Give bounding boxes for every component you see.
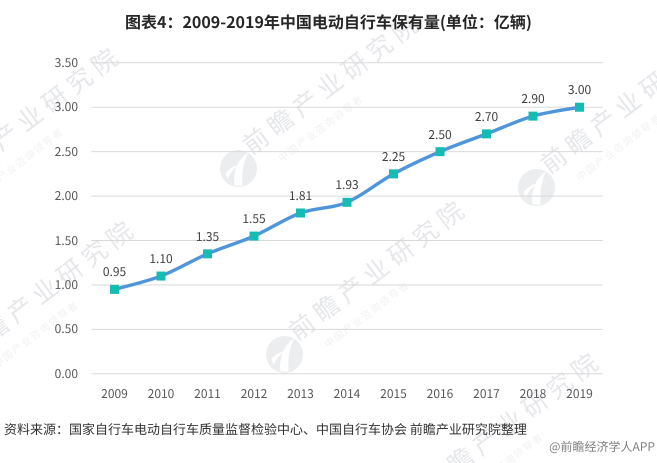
data-point-value-label: 2.25	[381, 147, 406, 165]
watermark-logo	[265, 335, 303, 373]
x-axis-tick-label: 2017	[473, 384, 500, 402]
x-axis-tick-label: 2016	[426, 384, 454, 402]
data-point-marker	[435, 147, 445, 157]
y-axis-tick-label: 1.50	[54, 231, 78, 249]
x-axis-tick-label: 2012	[240, 384, 268, 402]
credit-watermark: @前瞻经济学人APP	[549, 438, 655, 455]
data-point-marker	[249, 231, 259, 241]
data-point-marker	[296, 208, 305, 218]
y-axis-tick-label: 3.50	[54, 53, 78, 71]
qianzhan-phoenix-circle-icon	[219, 149, 257, 187]
data-point-marker	[528, 111, 538, 121]
y-axis-tick-label: 0.00	[54, 364, 78, 382]
data-point-value-label: 2.70	[474, 107, 499, 125]
data-point-marker	[203, 249, 212, 259]
data-point-marker	[342, 197, 352, 207]
data-point-marker	[575, 102, 584, 112]
x-axis-tick-label: 2011	[194, 384, 221, 402]
data-point-marker	[110, 284, 119, 294]
qianzhan-phoenix-circle-icon	[265, 335, 303, 373]
chart-title: 图表4：2009-2019年中国电动自行车保有量(单位：亿辆)	[125, 9, 532, 33]
data-point-marker	[389, 169, 398, 179]
data-point-value-label: 1.10	[149, 250, 173, 268]
data-point-value-label: 1.55	[242, 210, 266, 228]
data-point-value-label: 1.81	[288, 186, 313, 204]
y-axis-tick-label: 2.50	[54, 142, 78, 160]
data-point-value-label: 0.95	[102, 263, 127, 281]
data-point-value-label: 1.35	[195, 227, 220, 245]
source-note: 资料来源：国家自行车电动自行车质量监督检验中心、中国自行车协会 前瞻产业研究院整…	[4, 419, 527, 438]
data-point-value-label: 1.93	[335, 176, 359, 194]
y-axis-tick-label: 1.00	[54, 275, 78, 293]
watermark-logo	[219, 149, 257, 187]
x-axis-tick-label: 2013	[287, 384, 314, 402]
data-point-value-label: 2.50	[428, 125, 452, 143]
x-axis-tick-label: 2018	[519, 384, 547, 402]
data-point-value-label: 3.00	[567, 81, 592, 99]
y-axis-tick-label: 3.00	[54, 98, 78, 116]
x-axis-tick-label: 2015	[380, 384, 407, 402]
data-point-marker	[156, 271, 166, 281]
y-axis-tick-label: 0.50	[54, 320, 78, 338]
data-point-value-label: 2.90	[521, 90, 545, 108]
x-axis-tick-label: 2019	[566, 384, 593, 402]
x-axis-tick-label: 2014	[333, 384, 361, 402]
y-axis-tick-label: 2.00	[54, 187, 78, 205]
data-point-marker	[482, 129, 491, 139]
x-axis-tick-label: 2009	[101, 384, 128, 402]
x-axis-tick-label: 2010	[147, 384, 175, 402]
